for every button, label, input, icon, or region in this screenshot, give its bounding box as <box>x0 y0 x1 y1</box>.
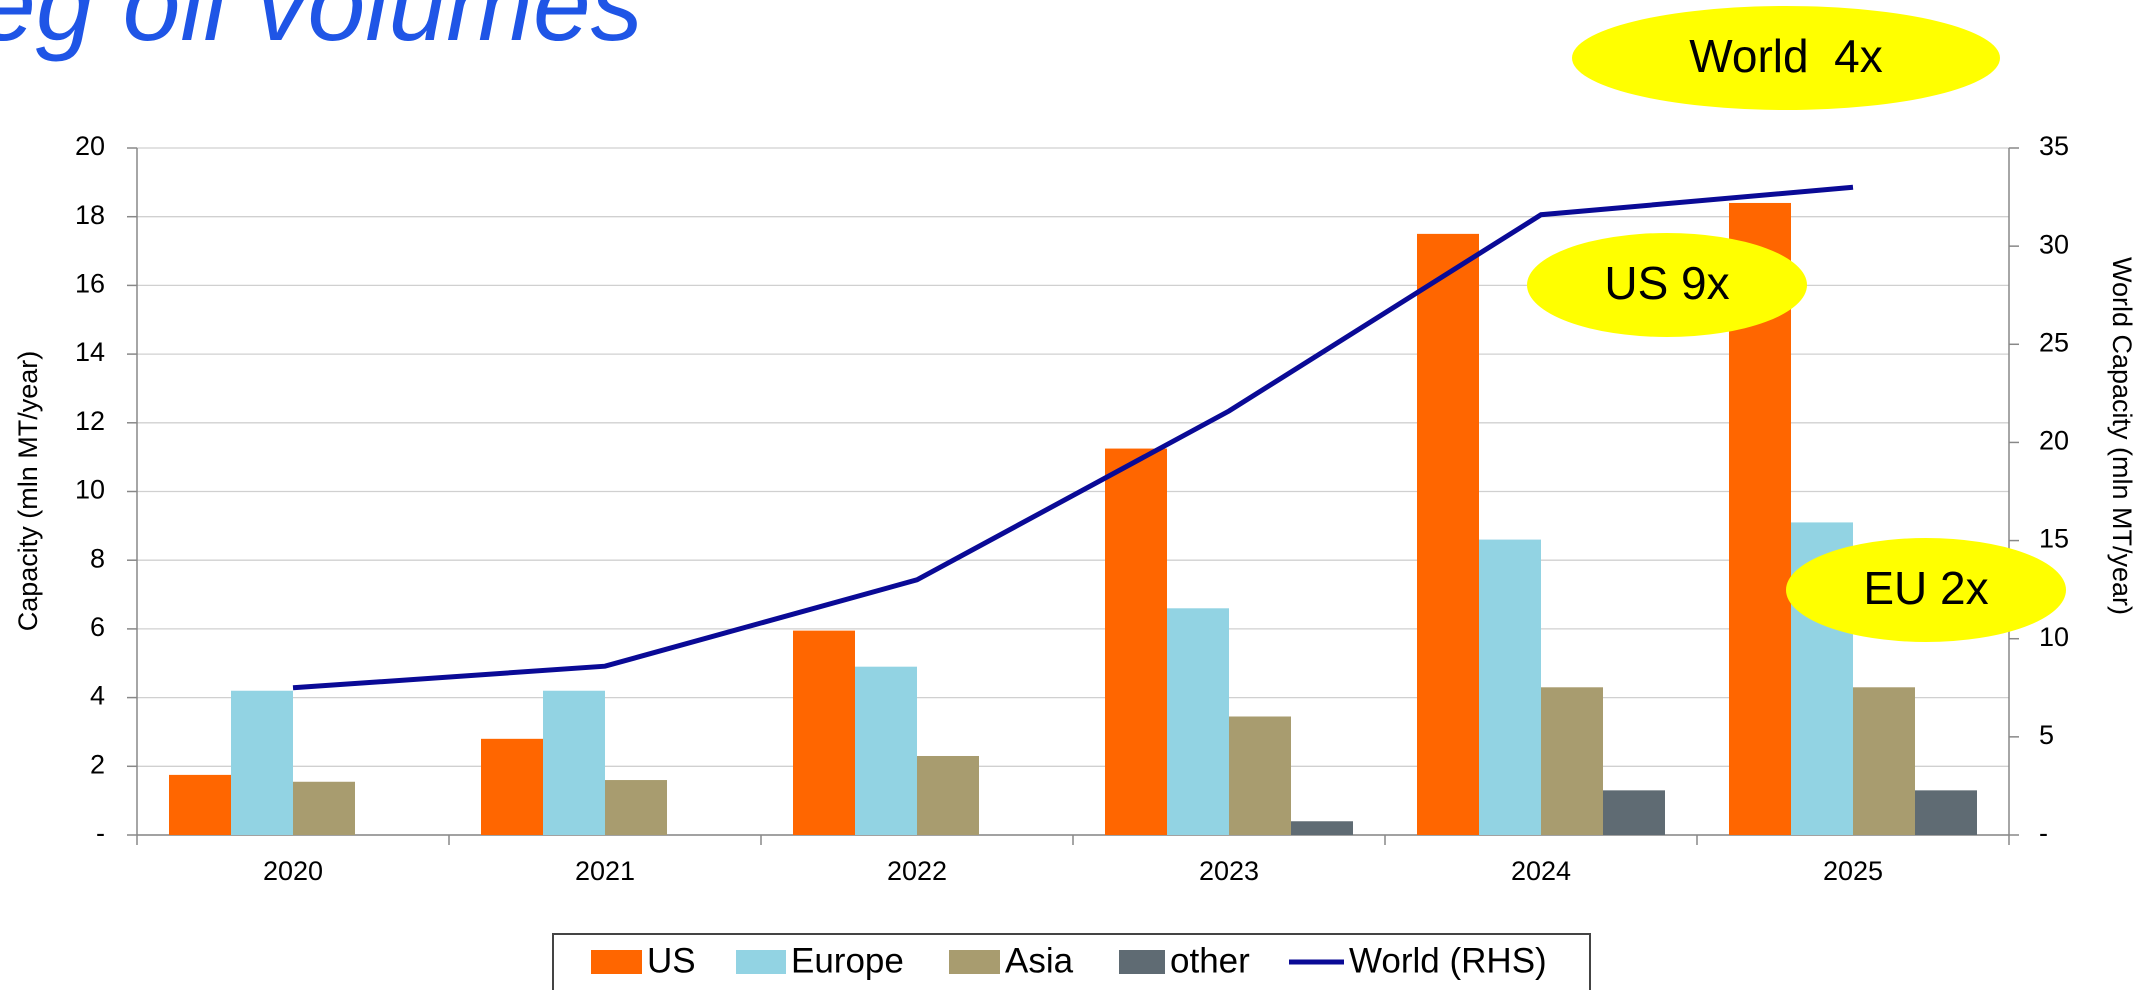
x-tick-label: 2022 <box>887 856 947 886</box>
y2-tick-label: 10 <box>2039 622 2069 652</box>
y2-tick-label: 30 <box>2039 229 2069 259</box>
bar <box>231 690 293 835</box>
bar <box>1105 448 1167 835</box>
bar <box>1417 233 1479 835</box>
legend-label: other <box>1170 941 1250 980</box>
legend-swatch <box>591 950 642 974</box>
legend-label: World (RHS) <box>1349 941 1547 980</box>
y2-tick-label: 5 <box>2039 720 2054 750</box>
legend-swatch <box>1119 950 1165 974</box>
y-tick-label: 18 <box>75 200 105 230</box>
y-tick-label: 14 <box>75 337 105 367</box>
legend-box <box>552 933 1591 990</box>
y-tick-label: 20 <box>75 131 105 161</box>
y-tick-label: 10 <box>75 475 105 505</box>
y2-axis-label: World Capacity (mln MT/year) <box>2107 257 2137 615</box>
legend-label: Europe <box>791 941 904 980</box>
bar <box>1479 539 1541 835</box>
bar <box>605 780 667 835</box>
y2-tick-label: 20 <box>2039 426 2069 456</box>
annotation-bubble <box>1572 6 2000 110</box>
bar <box>293 781 355 835</box>
x-tick-label: 2021 <box>575 856 635 886</box>
bar <box>169 774 231 835</box>
y2-tick-label: 35 <box>2039 131 2069 161</box>
line-series <box>292 184 1854 691</box>
legend-swatch <box>949 950 1000 974</box>
bar <box>1541 687 1603 835</box>
y-tick-label: - <box>96 818 105 848</box>
bar <box>1291 821 1353 835</box>
bar <box>1915 790 1977 835</box>
legend-swatch <box>736 950 786 974</box>
bar <box>793 630 855 835</box>
x-tick-label: 2024 <box>1511 856 1571 886</box>
bar <box>481 738 543 835</box>
bar <box>917 755 979 835</box>
bar <box>1853 687 1915 835</box>
bar <box>1229 716 1291 835</box>
bar <box>1603 790 1665 835</box>
y-axis-label: Capacity (mln MT/year) <box>13 351 43 632</box>
y2-tick-label: - <box>2039 818 2048 848</box>
legend-label: US <box>647 941 696 980</box>
y2-tick-label: 15 <box>2039 524 2069 554</box>
y-tick-label: 2 <box>90 749 105 779</box>
x-tick-label: 2025 <box>1823 856 1883 886</box>
y2-tick-label: 25 <box>2039 327 2069 357</box>
bar <box>855 666 917 835</box>
y-tick-label: 4 <box>90 681 105 711</box>
chart-title: eg oil volumes <box>0 0 643 63</box>
x-tick-label: 2020 <box>263 856 323 886</box>
annotation: EU 2x <box>1863 562 1988 614</box>
y-tick-label: 8 <box>90 543 105 573</box>
y-tick-label: 16 <box>75 269 105 299</box>
bar <box>543 690 605 835</box>
annotation-bubble <box>1527 233 1807 337</box>
annotation: US 9x <box>1604 257 1729 309</box>
bar <box>1167 608 1229 835</box>
y-tick-label: 6 <box>90 612 105 642</box>
y-tick-label: 12 <box>75 406 105 436</box>
legend-label: Asia <box>1005 941 1074 980</box>
annotation-bubble <box>1786 538 2066 642</box>
x-tick-label: 2023 <box>1199 856 1259 886</box>
annotation: World 4x <box>1689 30 1882 82</box>
